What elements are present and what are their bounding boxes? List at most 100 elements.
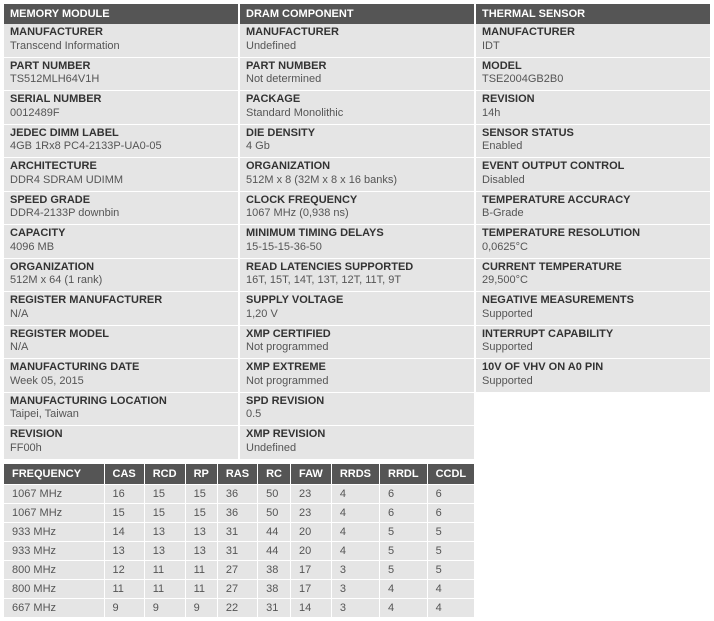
timing-cell: 44 <box>258 541 291 560</box>
property-label: EVENT OUTPUT CONTROL <box>482 160 704 174</box>
timing-cell: 17 <box>290 560 331 579</box>
property-field: PART NUMBERNot determined <box>240 58 474 92</box>
timing-cell: 23 <box>290 503 331 522</box>
timing-cell: 23 <box>290 484 331 503</box>
property-value: 0012489F <box>10 107 232 121</box>
property-field: NEGATIVE MEASUREMENTSSupported <box>476 292 710 326</box>
timing-cell: 17 <box>290 579 331 598</box>
timing-cell: 3 <box>331 560 379 579</box>
timing-cell: 13 <box>185 522 217 541</box>
timing-cell: 12 <box>104 560 144 579</box>
property-label: XMP EXTREME <box>246 361 468 375</box>
timing-cell: 11 <box>104 579 144 598</box>
property-field: DIE DENSITY4 Gb <box>240 125 474 159</box>
property-value: 14h <box>482 107 704 121</box>
property-value: 1,20 V <box>246 308 468 322</box>
timing-cell: 3 <box>331 579 379 598</box>
property-field: SPD REVISION0.5 <box>240 393 474 427</box>
timing-cell: 15 <box>185 484 217 503</box>
property-field: SENSOR STATUSEnabled <box>476 125 710 159</box>
timing-column-header: RAS <box>217 464 257 485</box>
property-value: 0,0625°C <box>482 241 704 255</box>
property-label: ARCHITECTURE <box>10 160 232 174</box>
property-field: SPEED GRADEDDR4-2133P downbin <box>4 192 238 226</box>
property-value: 4GB 1Rx8 PC4-2133P-UA0-05 <box>10 140 232 154</box>
timing-cell: 38 <box>258 560 291 579</box>
property-label: ORGANIZATION <box>10 261 232 275</box>
timing-cell: 13 <box>144 541 185 560</box>
property-field: MINIMUM TIMING DELAYS15-15-15-36-50 <box>240 225 474 259</box>
property-value: TSE2004GB2B0 <box>482 73 704 87</box>
property-value: DDR4-2133P downbin <box>10 207 232 221</box>
timing-cell: 31 <box>258 598 291 617</box>
property-value: Not programmed <box>246 341 468 355</box>
property-field: MANUFACTURERUndefined <box>240 24 474 58</box>
timing-cell: 11 <box>185 579 217 598</box>
timing-cell: 4 <box>331 522 379 541</box>
timing-cell: 800 MHz <box>4 579 104 598</box>
timing-column-header: RC <box>258 464 291 485</box>
property-value: N/A <box>10 308 232 322</box>
dram-component-header: DRAM COMPONENT <box>240 4 474 24</box>
property-label: CURRENT TEMPERATURE <box>482 261 704 275</box>
timing-cell: 31 <box>217 541 257 560</box>
timing-cell: 31 <box>217 522 257 541</box>
timing-column-header: RRDL <box>380 464 428 485</box>
property-field: MODELTSE2004GB2B0 <box>476 58 710 92</box>
memory-module-header: MEMORY MODULE <box>4 4 238 24</box>
timing-cell: 5 <box>427 541 474 560</box>
property-value: Week 05, 2015 <box>10 375 232 389</box>
timing-row: 933 MHz131313314420455 <box>4 541 474 560</box>
property-field: ORGANIZATION512M x 64 (1 rank) <box>4 259 238 293</box>
property-value: Supported <box>482 308 704 322</box>
timing-cell: 13 <box>104 541 144 560</box>
timing-cell: 15 <box>104 503 144 522</box>
property-label: SUPPLY VOLTAGE <box>246 294 468 308</box>
property-label: PART NUMBER <box>246 60 468 74</box>
timing-cell: 11 <box>185 560 217 579</box>
property-field: ORGANIZATION512M x 8 (32M x 8 x 16 banks… <box>240 158 474 192</box>
property-label: MANUFACTURER <box>10 26 232 40</box>
timing-cell: 4 <box>331 503 379 522</box>
property-value: 0.5 <box>246 408 468 422</box>
property-field: PART NUMBERTS512MLH64V1H <box>4 58 238 92</box>
timing-cell: 4 <box>427 598 474 617</box>
timing-cell: 11 <box>144 579 185 598</box>
timing-cell: 933 MHz <box>4 522 104 541</box>
timing-row: 800 MHz121111273817355 <box>4 560 474 579</box>
property-value: 29,500°C <box>482 274 704 288</box>
property-label: PART NUMBER <box>10 60 232 74</box>
property-label: TEMPERATURE RESOLUTION <box>482 227 704 241</box>
timing-cell: 15 <box>144 484 185 503</box>
timing-cell: 5 <box>380 560 428 579</box>
property-value: Not programmed <box>246 375 468 389</box>
property-field: CURRENT TEMPERATURE29,500°C <box>476 259 710 293</box>
timing-cell: 16 <box>104 484 144 503</box>
property-value: Transcend Information <box>10 40 232 54</box>
property-value: Not determined <box>246 73 468 87</box>
timing-column-header: CCDL <box>427 464 474 485</box>
property-label: CAPACITY <box>10 227 232 241</box>
timing-row: 1067 MHz161515365023466 <box>4 484 474 503</box>
property-label: INTERRUPT CAPABILITY <box>482 328 704 342</box>
property-field: READ LATENCIES SUPPORTED16T, 15T, 14T, 1… <box>240 259 474 293</box>
property-field: EVENT OUTPUT CONTROLDisabled <box>476 158 710 192</box>
property-label: MANUFACTURER <box>246 26 468 40</box>
timing-cell: 1067 MHz <box>4 503 104 522</box>
property-field: REGISTER MANUFACTURERN/A <box>4 292 238 326</box>
property-field: CAPACITY4096 MB <box>4 225 238 259</box>
timing-cell: 11 <box>144 560 185 579</box>
timing-cell: 5 <box>380 522 428 541</box>
property-value: Supported <box>482 375 704 389</box>
property-field: PACKAGEStandard Monolithic <box>240 91 474 125</box>
timing-cell: 27 <box>217 579 257 598</box>
timing-cell: 5 <box>380 541 428 560</box>
property-label: SENSOR STATUS <box>482 127 704 141</box>
timing-cell: 9 <box>144 598 185 617</box>
property-value: Enabled <box>482 140 704 154</box>
property-value: DDR4 SDRAM UDIMM <box>10 174 232 188</box>
timing-cell: 4 <box>427 579 474 598</box>
property-label: REGISTER MODEL <box>10 328 232 342</box>
property-label: PACKAGE <box>246 93 468 107</box>
timing-column-header: FAW <box>290 464 331 485</box>
